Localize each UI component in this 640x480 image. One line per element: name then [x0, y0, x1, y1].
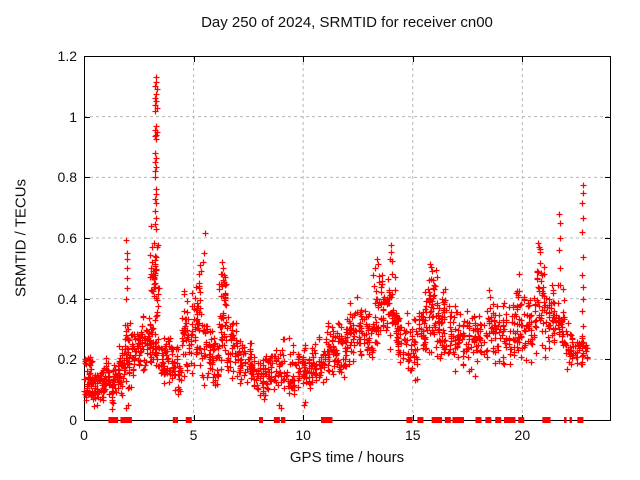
x-tick-label: 0	[80, 427, 88, 443]
y-tick-label: 0.2	[57, 351, 77, 368]
x-tick-label: 20	[514, 427, 531, 443]
x-tick-label: 5	[189, 427, 198, 443]
x-tick-label: 15	[404, 427, 421, 443]
y-tick-label: 0	[69, 412, 77, 428]
y-tick-label: 1	[69, 108, 77, 125]
y-tick-label: 0.6	[57, 230, 77, 246]
y-tick-label: 1.2	[57, 48, 77, 64]
x-tick-label: 10	[295, 427, 311, 443]
y-tick-label: 0.4	[57, 290, 77, 307]
x-axis-label: GPS time / hours	[289, 449, 405, 466]
y-tick-label: 0.8	[57, 169, 77, 186]
chart-title: Day 250 of 2024, SRMTID for receiver cn0…	[201, 14, 493, 31]
